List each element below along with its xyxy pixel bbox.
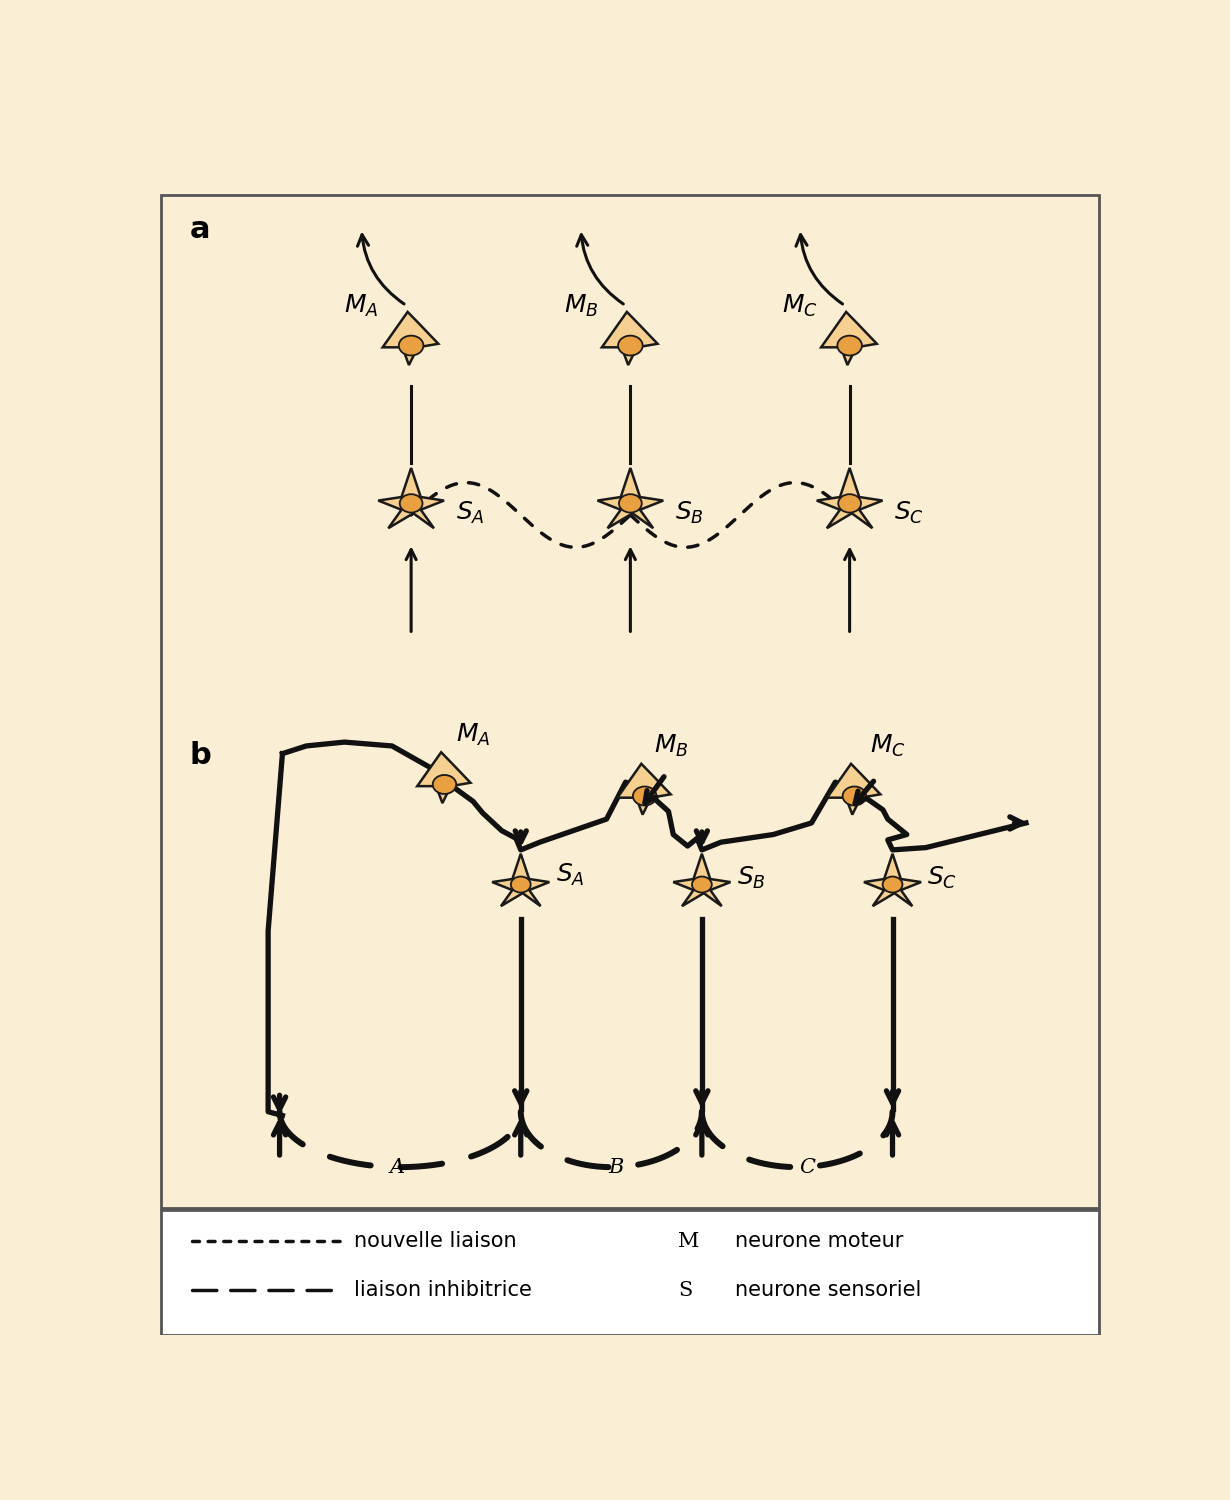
Polygon shape — [379, 468, 444, 528]
Circle shape — [619, 494, 642, 513]
Text: $M_C$: $M_C$ — [782, 292, 818, 318]
Circle shape — [510, 876, 530, 892]
Text: $M_A$: $M_A$ — [456, 722, 491, 747]
Text: nouvelle liaison: nouvelle liaison — [354, 1232, 517, 1251]
Text: neurone moteur: neurone moteur — [736, 1232, 904, 1251]
Circle shape — [838, 336, 862, 356]
Polygon shape — [822, 312, 877, 364]
Polygon shape — [417, 753, 471, 802]
Text: $S_B$: $S_B$ — [737, 865, 766, 891]
Polygon shape — [383, 312, 438, 364]
Polygon shape — [827, 764, 881, 814]
Text: $S_A$: $S_A$ — [456, 500, 485, 525]
Text: B: B — [609, 1158, 624, 1176]
Text: $M_C$: $M_C$ — [870, 734, 905, 759]
Text: M: M — [678, 1232, 700, 1251]
Circle shape — [838, 494, 861, 513]
Polygon shape — [492, 853, 550, 906]
Text: A: A — [389, 1158, 405, 1176]
Polygon shape — [598, 468, 663, 528]
Text: S: S — [678, 1281, 692, 1300]
Text: $M_A$: $M_A$ — [344, 292, 379, 318]
Text: neurone sensoriel: neurone sensoriel — [736, 1281, 921, 1300]
Text: $S_B$: $S_B$ — [675, 500, 704, 525]
Text: $S_C$: $S_C$ — [894, 500, 924, 525]
Text: b: b — [189, 741, 212, 770]
Circle shape — [399, 336, 423, 356]
Polygon shape — [617, 764, 670, 814]
Text: $S_A$: $S_A$ — [556, 862, 584, 888]
Circle shape — [843, 786, 866, 806]
Text: liaison inhibitrice: liaison inhibitrice — [354, 1281, 531, 1300]
Text: C: C — [798, 1158, 814, 1176]
Polygon shape — [673, 853, 731, 906]
Text: a: a — [189, 214, 210, 243]
Polygon shape — [601, 312, 658, 364]
Polygon shape — [817, 468, 882, 528]
Circle shape — [883, 876, 903, 892]
Polygon shape — [863, 853, 921, 906]
FancyBboxPatch shape — [161, 1210, 1100, 1335]
Circle shape — [400, 494, 423, 513]
Circle shape — [433, 776, 456, 794]
Circle shape — [692, 876, 712, 892]
FancyBboxPatch shape — [161, 195, 1100, 1208]
Text: $S_C$: $S_C$ — [927, 865, 957, 891]
Text: $M_B$: $M_B$ — [654, 734, 689, 759]
Circle shape — [619, 336, 642, 356]
Text: $M_B$: $M_B$ — [563, 292, 598, 318]
Circle shape — [633, 786, 657, 806]
